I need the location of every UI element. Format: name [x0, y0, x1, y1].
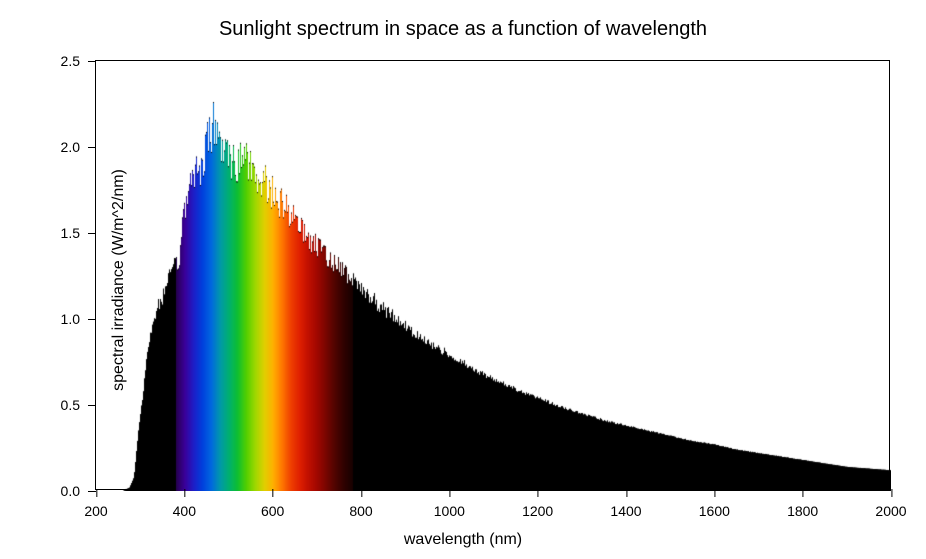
x-tick: 1800 — [787, 489, 818, 519]
x-tick: 1600 — [699, 489, 730, 519]
x-tick: 2000 — [875, 489, 906, 519]
y-tick: 0.5 — [61, 397, 96, 413]
y-tick: 1.0 — [61, 311, 96, 327]
x-axis-label: wavelength (nm) — [0, 531, 926, 549]
y-tick: 2.0 — [61, 139, 96, 155]
y-tick: 2.5 — [61, 53, 96, 69]
plot-area: 0.00.51.01.52.02.52004006008001000120014… — [95, 60, 890, 490]
x-tick: 200 — [84, 489, 107, 519]
x-tick: 600 — [261, 489, 284, 519]
x-tick: 1400 — [610, 489, 641, 519]
x-tick: 1200 — [522, 489, 553, 519]
spectrum-canvas — [96, 61, 891, 491]
chart-title: Sunlight spectrum in space as a function… — [0, 18, 926, 41]
y-tick: 1.5 — [61, 225, 96, 241]
x-tick: 400 — [173, 489, 196, 519]
x-tick: 800 — [349, 489, 372, 519]
x-tick: 1000 — [434, 489, 465, 519]
